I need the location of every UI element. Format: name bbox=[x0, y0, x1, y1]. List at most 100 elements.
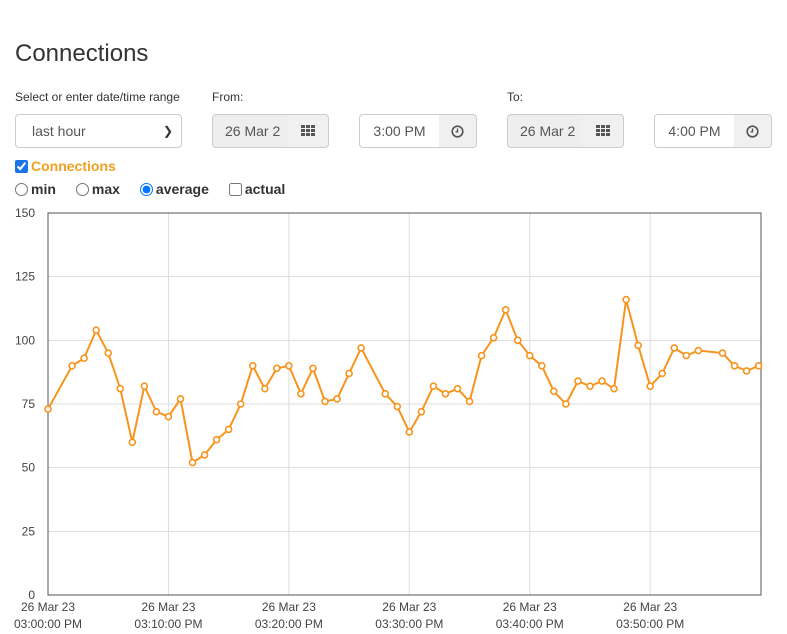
series-line-connections bbox=[47, 299, 759, 465]
data-point[interactable] bbox=[92, 326, 100, 334]
data-point[interactable] bbox=[513, 336, 522, 345]
data-point[interactable] bbox=[429, 382, 438, 390]
x-tick-date: 26 Mar 23 bbox=[21, 600, 75, 614]
to-time-button[interactable] bbox=[734, 114, 772, 148]
mode-actual[interactable]: actual bbox=[228, 181, 286, 197]
x-tick-time: 03:40:00 PM bbox=[496, 617, 564, 631]
mode-average-radio[interactable] bbox=[139, 182, 153, 196]
data-point[interactable] bbox=[610, 384, 618, 393]
x-tick-time: 03:30:00 PM bbox=[375, 617, 443, 631]
from-time-button[interactable] bbox=[439, 114, 477, 148]
data-point[interactable] bbox=[562, 400, 570, 408]
data-point[interactable] bbox=[381, 390, 390, 398]
data-point[interactable] bbox=[236, 400, 245, 408]
data-point[interactable] bbox=[730, 362, 739, 370]
y-tick-label: 150 bbox=[15, 208, 35, 220]
y-tick-label: 0 bbox=[28, 588, 35, 602]
aggregation-options: min max average actual bbox=[15, 181, 305, 197]
data-point[interactable] bbox=[646, 382, 654, 390]
x-tick-time: 03:10:00 PM bbox=[134, 617, 202, 631]
data-point[interactable] bbox=[224, 425, 233, 434]
page-title: Connections bbox=[15, 40, 149, 67]
data-point[interactable] bbox=[212, 435, 221, 444]
data-point[interactable] bbox=[248, 362, 257, 370]
connections-series-toggle[interactable]: Connections bbox=[15, 158, 116, 174]
to-label: To: bbox=[507, 90, 524, 104]
mode-max[interactable]: max bbox=[75, 181, 120, 197]
from-date-button[interactable] bbox=[287, 114, 329, 148]
data-point[interactable] bbox=[357, 344, 365, 352]
data-point[interactable] bbox=[152, 407, 161, 416]
y-tick-label: 50 bbox=[22, 461, 36, 475]
from-date-input[interactable]: 26 Mar 2 bbox=[212, 114, 288, 148]
plot-frame bbox=[47, 212, 762, 596]
data-point[interactable] bbox=[405, 428, 414, 436]
x-tick-date: 26 Mar 23 bbox=[623, 600, 677, 614]
data-point[interactable] bbox=[80, 354, 88, 362]
data-point[interactable] bbox=[44, 405, 52, 413]
x-tick-time: 03:00:00 PM bbox=[14, 617, 82, 631]
data-point[interactable] bbox=[333, 395, 341, 403]
data-point[interactable] bbox=[622, 295, 630, 304]
data-point[interactable] bbox=[670, 344, 679, 352]
x-tick-date: 26 Mar 23 bbox=[503, 600, 557, 614]
data-point[interactable] bbox=[465, 397, 474, 406]
data-point[interactable] bbox=[345, 369, 353, 378]
data-point[interactable] bbox=[550, 387, 558, 396]
mode-min[interactable]: min bbox=[15, 181, 56, 197]
data-point[interactable] bbox=[586, 382, 594, 390]
data-point[interactable] bbox=[273, 364, 281, 373]
mode-actual-label: actual bbox=[244, 181, 286, 197]
data-point[interactable] bbox=[297, 390, 305, 398]
data-point[interactable] bbox=[188, 458, 197, 467]
data-point[interactable] bbox=[309, 364, 317, 373]
mode-min-radio[interactable] bbox=[15, 182, 28, 196]
data-point[interactable] bbox=[200, 451, 209, 459]
data-point[interactable] bbox=[682, 351, 691, 360]
data-point[interactable] bbox=[393, 402, 402, 411]
data-point[interactable] bbox=[260, 384, 269, 393]
data-point[interactable] bbox=[176, 395, 185, 403]
data-point[interactable] bbox=[128, 438, 137, 446]
data-point[interactable] bbox=[598, 377, 606, 385]
x-tick-date: 26 Mar 23 bbox=[382, 600, 436, 614]
data-point[interactable] bbox=[321, 397, 329, 406]
data-point[interactable] bbox=[285, 362, 293, 370]
data-point[interactable] bbox=[68, 362, 76, 370]
x-tick-date: 26 Mar 23 bbox=[262, 600, 316, 614]
data-point[interactable] bbox=[477, 351, 486, 360]
data-point[interactable] bbox=[742, 367, 751, 375]
data-point[interactable] bbox=[417, 407, 426, 416]
connections-checkbox[interactable] bbox=[15, 159, 28, 173]
data-point[interactable] bbox=[116, 384, 125, 393]
mode-max-radio[interactable] bbox=[75, 182, 89, 196]
data-point[interactable] bbox=[453, 384, 462, 393]
data-point[interactable] bbox=[489, 333, 498, 342]
to-time-input[interactable]: 4:00 PM bbox=[654, 114, 735, 148]
data-point[interactable] bbox=[104, 349, 113, 357]
data-point[interactable] bbox=[525, 351, 534, 360]
data-point[interactable] bbox=[164, 412, 173, 421]
to-date-input[interactable]: 26 Mar 2 bbox=[507, 114, 583, 148]
from-date-value: 26 Mar 2 bbox=[225, 123, 281, 139]
y-tick-label: 25 bbox=[22, 524, 36, 538]
to-date-button[interactable] bbox=[582, 114, 624, 148]
to-date-value: 26 Mar 2 bbox=[520, 123, 576, 139]
data-point[interactable] bbox=[634, 341, 642, 350]
data-point[interactable] bbox=[501, 305, 510, 314]
from-time-input[interactable]: 3:00 PM bbox=[359, 114, 440, 148]
data-point[interactable] bbox=[754, 362, 763, 370]
range-select-value: last hour bbox=[32, 123, 86, 139]
data-point[interactable] bbox=[658, 369, 667, 378]
mode-actual-checkbox[interactable] bbox=[228, 182, 242, 196]
data-point[interactable] bbox=[718, 349, 727, 357]
x-tick-time: 03:50:00 PM bbox=[616, 617, 684, 631]
data-point[interactable] bbox=[538, 362, 546, 370]
calendar-grid-icon bbox=[595, 125, 610, 136]
data-point[interactable] bbox=[441, 390, 450, 398]
data-point[interactable] bbox=[574, 377, 582, 385]
range-select[interactable]: last hour ❯ bbox=[15, 114, 182, 148]
data-point[interactable] bbox=[694, 346, 703, 355]
mode-average[interactable]: average bbox=[139, 181, 209, 197]
data-point[interactable] bbox=[140, 382, 149, 390]
